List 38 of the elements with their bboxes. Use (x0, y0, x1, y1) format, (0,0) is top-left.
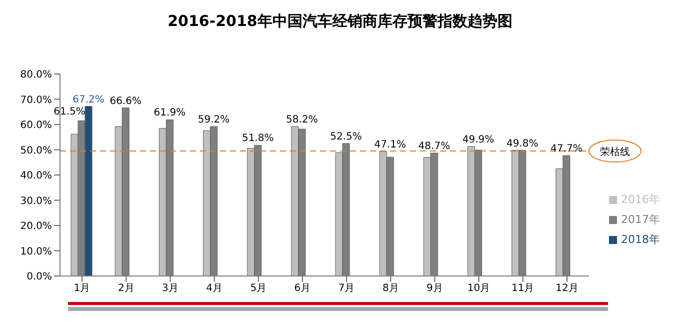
y-tick-label: 60.0% (20, 120, 52, 132)
x-tick-label: 1月 (74, 283, 90, 294)
x-tick-label: 12月 (556, 283, 578, 294)
x-tick-label: 10月 (467, 283, 490, 294)
y-tick-label: 20.0% (20, 221, 52, 232)
legend-label: 2016年 (621, 193, 660, 206)
data-label: 51.8% (242, 133, 274, 144)
y-tick-label: 80.0% (20, 70, 52, 81)
chart-title: 2016-2018年中国汽车经销商库存预警指数趋势图 (166, 12, 514, 31)
data-label: 48.7% (418, 141, 450, 152)
data-label: 66.6% (110, 96, 142, 107)
y-tick-label: 70.0% (20, 94, 52, 106)
data-label: 49.9% (462, 134, 494, 146)
legend-label: 2018年 (621, 233, 660, 246)
x-tick-label: 4月 (206, 283, 222, 294)
x-tick-label: 6月 (294, 283, 311, 294)
data-label: 58.2% (286, 114, 318, 126)
x-tick-label: 8月 (382, 283, 399, 294)
data-label: 47.1% (374, 140, 406, 151)
data-label: 49.8% (506, 138, 538, 150)
data-label: 61.5% (54, 106, 86, 118)
y-tick-label: 0.0% (26, 272, 52, 283)
x-tick-label: 3月 (162, 283, 178, 294)
x-tick-label: 2月 (118, 283, 134, 294)
y-tick-label: 10.0% (20, 246, 52, 258)
x-tick-label: 9月 (426, 283, 443, 294)
legend-label: 2017年 (621, 213, 660, 226)
data-label: 61.9% (154, 108, 186, 119)
x-tick-label: 11月 (512, 283, 534, 294)
y-tick-label: 30.0% (20, 196, 52, 207)
y-tick-label: 40.0% (20, 170, 52, 182)
x-tick-label: 7月 (338, 283, 355, 294)
data-label: 59.2% (198, 114, 230, 126)
ref-line-label: 荣枯线 (600, 146, 630, 158)
y-tick-label: 50.0% (20, 145, 52, 156)
data-label: 52.5% (330, 131, 362, 142)
data-label: 67.2% (72, 94, 104, 106)
x-tick-label: 5月 (250, 283, 267, 294)
